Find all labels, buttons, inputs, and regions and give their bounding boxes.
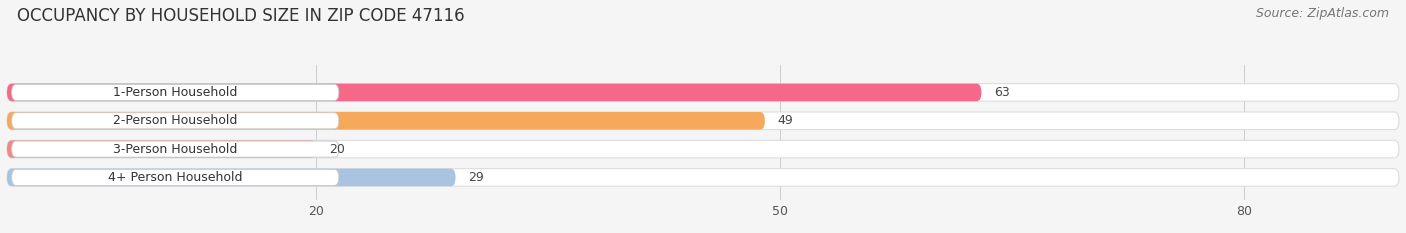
Text: 2-Person Household: 2-Person Household <box>112 114 238 127</box>
Text: 1-Person Household: 1-Person Household <box>112 86 238 99</box>
FancyBboxPatch shape <box>11 113 339 129</box>
Text: 20: 20 <box>329 143 344 156</box>
Text: 3-Person Household: 3-Person Household <box>112 143 238 156</box>
Text: 29: 29 <box>468 171 484 184</box>
FancyBboxPatch shape <box>7 140 316 158</box>
Text: OCCUPANCY BY HOUSEHOLD SIZE IN ZIP CODE 47116: OCCUPANCY BY HOUSEHOLD SIZE IN ZIP CODE … <box>17 7 464 25</box>
Text: 49: 49 <box>778 114 793 127</box>
FancyBboxPatch shape <box>7 112 1399 130</box>
FancyBboxPatch shape <box>7 112 765 130</box>
Text: 4+ Person Household: 4+ Person Household <box>108 171 242 184</box>
FancyBboxPatch shape <box>7 169 1399 186</box>
Text: Source: ZipAtlas.com: Source: ZipAtlas.com <box>1256 7 1389 20</box>
Text: 63: 63 <box>994 86 1010 99</box>
FancyBboxPatch shape <box>11 169 339 185</box>
FancyBboxPatch shape <box>11 141 339 157</box>
FancyBboxPatch shape <box>7 84 981 101</box>
FancyBboxPatch shape <box>7 140 1399 158</box>
FancyBboxPatch shape <box>7 84 1399 101</box>
FancyBboxPatch shape <box>7 169 456 186</box>
FancyBboxPatch shape <box>11 84 339 100</box>
